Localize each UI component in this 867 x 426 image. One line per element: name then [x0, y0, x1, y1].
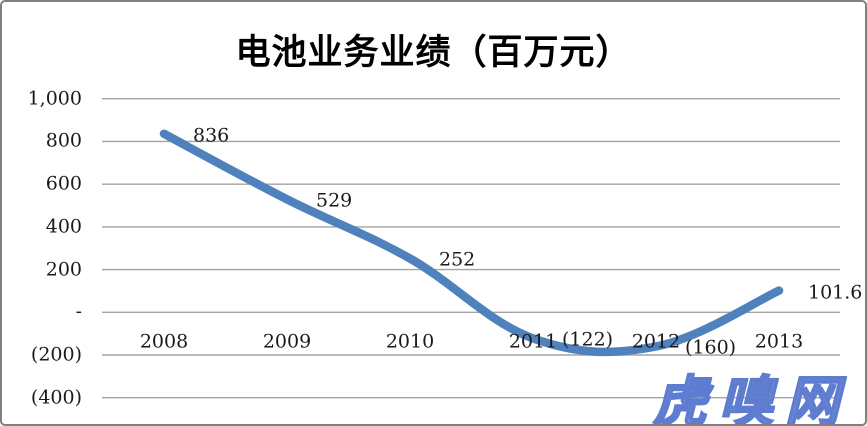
x-tick-label: 2010 — [385, 330, 435, 353]
y-tick-label: 200 — [45, 258, 82, 281]
x-tick-label: 2013 — [754, 330, 804, 353]
data-label: 101.6 — [808, 281, 863, 304]
y-tick-label: 400 — [45, 215, 82, 238]
series-line — [159, 129, 784, 357]
data-label: (160) — [685, 336, 737, 359]
y-tick-label: 1,000 — [27, 87, 82, 110]
x-tick-label: 2011 — [508, 330, 558, 353]
data-label: 252 — [439, 248, 476, 271]
y-tick-label: 800 — [45, 129, 82, 152]
data-label: (122) — [562, 328, 614, 351]
data-label: 529 — [316, 189, 353, 212]
y-tick-label: 600 — [45, 172, 82, 195]
chart-title: 电池业务业绩（百万元） — [235, 32, 632, 73]
data-label: 836 — [193, 124, 230, 147]
x-tick-label: 2008 — [139, 330, 189, 353]
y-tick-label: - — [75, 300, 82, 323]
x-tick-label: 2009 — [262, 330, 312, 353]
y-tick-label: (200) — [30, 343, 82, 366]
x-tick-label: 2012 — [631, 330, 681, 353]
watermark-huxiu: 虎嗅网 — [652, 369, 851, 426]
y-tick-label: (400) — [30, 386, 82, 409]
